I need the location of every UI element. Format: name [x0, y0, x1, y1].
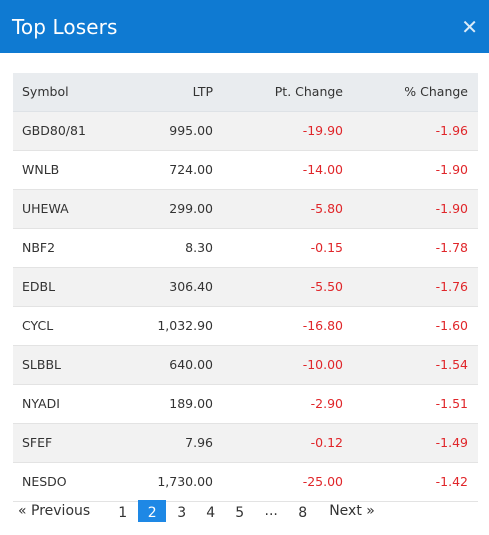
table-row[interactable]: WNLB 724.00 -14.00 -1.90 — [13, 150, 478, 189]
cell-pct-change: -1.49 — [435, 435, 468, 450]
table-row[interactable]: SLBBL 640.00 -10.00 -1.54 — [13, 345, 478, 384]
cell-pt-change: -2.90 — [310, 396, 343, 411]
table-header: Symbol LTP Pt. Change % Change — [13, 73, 478, 112]
cell-pt-change: -0.15 — [310, 240, 343, 255]
cell-pt-change: -19.90 — [302, 123, 343, 138]
cell-symbol: WNLB — [22, 162, 60, 177]
page-link-5[interactable]: 5 — [235, 505, 245, 521]
pagination: « Previous 1 2 3 4 5 ... 8 Next » — [18, 500, 375, 522]
page-link-3[interactable]: 3 — [177, 505, 187, 521]
cell-pt-change: -10.00 — [302, 357, 343, 372]
cell-symbol: UHEWA — [22, 201, 69, 216]
table-header-row: Symbol LTP Pt. Change % Change — [13, 73, 478, 112]
cell-symbol: EDBL — [22, 279, 56, 294]
cell-pct-change: -1.60 — [435, 318, 468, 333]
cell-ltp: 724.00 — [169, 162, 213, 177]
cell-ltp: 1,032.90 — [157, 318, 213, 333]
cell-symbol: NBF2 — [22, 240, 56, 255]
losers-table-container: Symbol LTP Pt. Change % Change GBD80/81 9… — [13, 73, 478, 502]
table-row[interactable]: EDBL 306.40 -5.50 -1.76 — [13, 267, 478, 306]
cell-pct-change: -1.90 — [435, 162, 468, 177]
cell-symbol: SFEF — [22, 435, 53, 450]
col-header-ltp[interactable]: LTP — [123, 73, 221, 112]
cell-pt-change: -5.80 — [310, 201, 343, 216]
previous-page-link[interactable]: « Previous — [18, 503, 91, 519]
cell-ltp: 1,730.00 — [157, 474, 213, 489]
cell-pct-change: -1.78 — [435, 240, 468, 255]
cell-pct-change: -1.54 — [435, 357, 468, 372]
table-row[interactable]: GBD80/81 995.00 -19.90 -1.96 — [13, 111, 478, 150]
cell-pt-change: -0.12 — [310, 435, 343, 450]
cell-pt-change: -16.80 — [302, 318, 343, 333]
next-page-link[interactable]: Next » — [329, 503, 375, 519]
cell-symbol: CYCL — [22, 318, 54, 333]
table-body: GBD80/81 995.00 -19.90 -1.96 WNLB 724.00 -14.0… — [13, 111, 478, 501]
table-row[interactable]: CYCL 1,032.90 -16.80 -1.60 — [13, 306, 478, 345]
table-row[interactable]: UHEWA 299.00 -5.80 -1.90 — [13, 189, 478, 228]
table-row[interactable]: NESDO 1,730.00 -25.00 -1.42 — [13, 462, 478, 501]
cell-pct-change: -1.42 — [435, 474, 468, 489]
cell-pct-change: -1.96 — [435, 123, 468, 138]
cell-ltp: 299.00 — [169, 201, 213, 216]
close-icon[interactable]: ✕ — [461, 14, 478, 39]
pagination-ellipsis: ... — [264, 503, 278, 519]
cell-pct-change: -1.51 — [435, 396, 468, 411]
col-header-symbol[interactable]: Symbol — [13, 73, 123, 112]
cell-ltp: 8.30 — [185, 240, 213, 255]
cell-symbol: NYADI — [22, 396, 60, 411]
page-link-4[interactable]: 4 — [206, 505, 216, 521]
cell-pt-change: -25.00 — [302, 474, 343, 489]
col-header-pct-change[interactable]: % Change — [351, 73, 478, 112]
cell-ltp: 189.00 — [169, 396, 213, 411]
cell-pct-change: -1.76 — [435, 279, 468, 294]
cell-symbol: SLBBL — [22, 357, 62, 372]
modal-title: Top Losers — [12, 14, 118, 39]
cell-ltp: 640.00 — [169, 357, 213, 372]
cell-pct-change: -1.90 — [435, 201, 468, 216]
cell-ltp: 995.00 — [169, 123, 213, 138]
cell-ltp: 7.96 — [185, 435, 213, 450]
cell-pt-change: -14.00 — [302, 162, 343, 177]
cell-symbol: GBD80/81 — [22, 123, 86, 138]
table-row[interactable]: NYADI 189.00 -2.90 -1.51 — [13, 384, 478, 423]
col-header-pt-change[interactable]: Pt. Change — [221, 73, 351, 112]
page-link-8[interactable]: 8 — [298, 505, 308, 521]
table-row[interactable]: NBF2 8.30 -0.15 -1.78 — [13, 228, 478, 267]
cell-symbol: NESDO — [22, 474, 67, 489]
page-link-1[interactable]: 1 — [118, 505, 128, 521]
cell-ltp: 306.40 — [169, 279, 213, 294]
cell-pt-change: -5.50 — [310, 279, 343, 294]
losers-table: Symbol LTP Pt. Change % Change GBD80/81 9… — [13, 73, 478, 502]
modal-header: Top Losers ✕ — [0, 0, 489, 53]
page-link-2-current[interactable]: 2 — [138, 500, 167, 522]
table-row[interactable]: SFEF 7.96 -0.12 -1.49 — [13, 423, 478, 462]
